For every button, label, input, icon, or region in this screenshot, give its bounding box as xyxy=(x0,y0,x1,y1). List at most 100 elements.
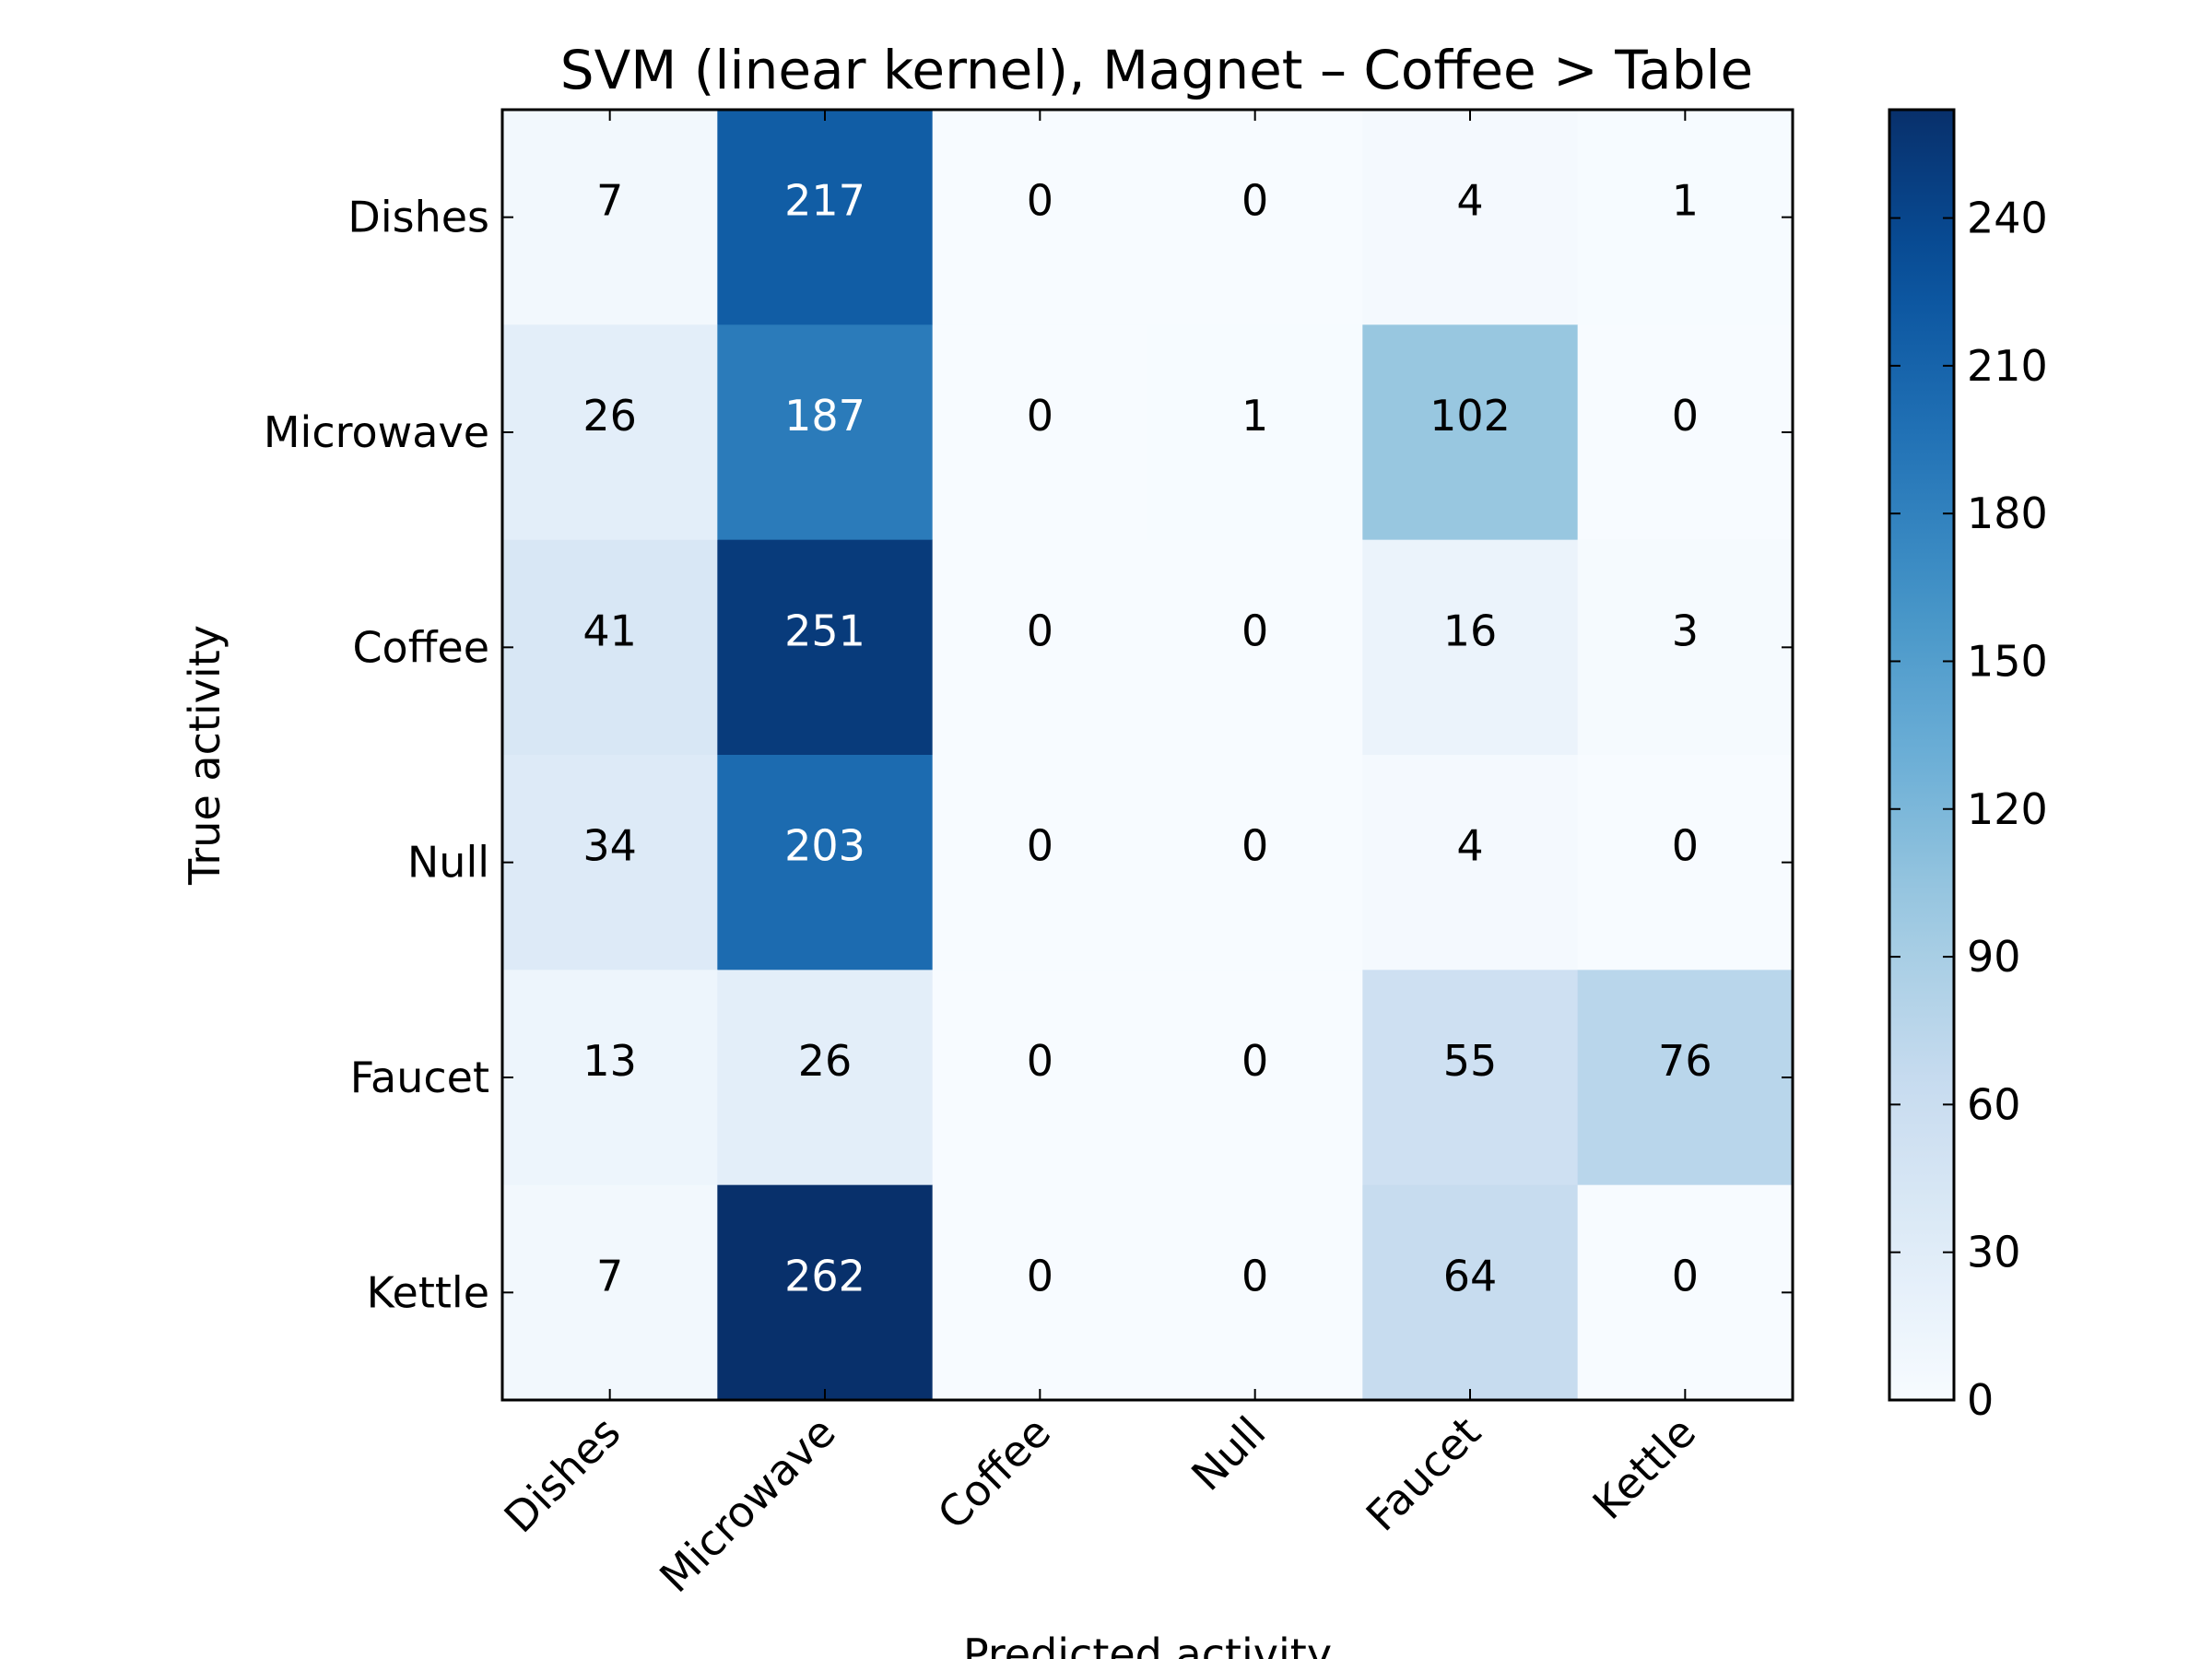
cell-value-label: 16 xyxy=(1443,606,1498,655)
cell-value-label: 0 xyxy=(1027,821,1053,871)
cell-value-label: 55 xyxy=(1443,1036,1498,1086)
heatmap-cell xyxy=(717,324,934,541)
cell-value-label: 1 xyxy=(1241,391,1268,441)
heatmap-cell xyxy=(932,110,1148,325)
colorbar-tick-label: 30 xyxy=(1967,1228,2021,1277)
cell-value-label: 76 xyxy=(1658,1036,1712,1086)
y-tick-label: Microwave xyxy=(264,407,489,457)
colorbar-tick-label: 120 xyxy=(1967,784,2048,834)
cell-value-label: 26 xyxy=(582,391,637,441)
cell-value-label: 0 xyxy=(1027,1251,1053,1300)
x-tick-label: Null xyxy=(1182,1407,1275,1500)
heatmap-cell xyxy=(1577,1184,1794,1401)
cell-value-labels: 7 217 0 0 4 126 187 0 1 102 041 251 0 0 16 334 203 0 0 4 013… xyxy=(582,176,1712,1301)
heatmap-cell xyxy=(502,539,718,756)
colorbar-tick-label: 0 xyxy=(1967,1375,1994,1425)
y-tick-labels: Dishes Microwave Coffee Null Faucet Kettle xyxy=(264,193,489,1318)
colorbar-tick-label: 210 xyxy=(1967,341,2048,391)
cell-value-label: 34 xyxy=(582,821,637,871)
colorbar-tick-label: 180 xyxy=(1967,488,2048,538)
colorbar-tick-label: 90 xyxy=(1967,932,2021,982)
heatmap-cell xyxy=(1577,970,1794,1186)
y-tick-label: Null xyxy=(407,838,489,888)
cell-value-label: 251 xyxy=(784,606,865,655)
heatmap-cell xyxy=(932,755,1148,971)
colorbar-tick-label: 150 xyxy=(1967,636,2048,686)
x-tick-label: Coffee xyxy=(928,1407,1060,1539)
heatmap-cell xyxy=(1362,539,1579,756)
cell-value-label: 0 xyxy=(1241,1036,1268,1086)
cell-value-label: 187 xyxy=(784,391,865,441)
chart-title: SVM (linear kernel), Magnet – Coffee > T… xyxy=(560,39,1753,101)
cell-value-label: 26 xyxy=(798,1036,853,1086)
heatmap-cell xyxy=(932,539,1148,756)
heatmap-cell xyxy=(717,110,934,325)
axis-ticks xyxy=(502,110,1793,1400)
cell-value-label: 0 xyxy=(1672,391,1699,441)
heatmap-cell xyxy=(1577,324,1794,541)
heatmap-cell xyxy=(502,110,718,325)
x-tick-label: Microwave xyxy=(650,1407,845,1603)
colorbar-tick-label: 240 xyxy=(1967,194,2048,243)
x-tick-labels: Dishes Microwave Coffee Null Faucet Kettle xyxy=(495,1407,1705,1603)
colorbar xyxy=(1888,108,1956,1402)
cell-value-label: 217 xyxy=(784,176,865,226)
heatmap-cell xyxy=(717,539,934,756)
heatmap-cells xyxy=(502,110,1794,1401)
cell-value-label: 3 xyxy=(1672,606,1699,655)
heatmap-cell xyxy=(932,1184,1148,1401)
y-tick-label: Kettle xyxy=(367,1267,489,1317)
heatmap-cell xyxy=(1147,970,1363,1186)
heatmap-cell xyxy=(1147,110,1363,325)
y-tick-label: Coffee xyxy=(352,622,489,672)
cell-value-label: 0 xyxy=(1027,391,1053,441)
heatmap-cell xyxy=(932,324,1148,541)
cell-value-label: 0 xyxy=(1672,821,1699,871)
colorbar-ticks: 0 30 60 90 120 150 180 210 240 xyxy=(1889,194,2048,1425)
cell-value-label: 64 xyxy=(1443,1251,1498,1300)
cell-value-label: 0 xyxy=(1027,176,1053,226)
y-axis-label: True activity xyxy=(180,625,229,886)
x-tick-label: Faucet xyxy=(1357,1407,1490,1541)
cell-value-label: 0 xyxy=(1027,1036,1053,1086)
x-axis-label: Predicted activity xyxy=(963,1630,1332,1659)
cell-value-label: 13 xyxy=(582,1036,637,1086)
heatmap-cell xyxy=(717,970,934,1186)
heatmap-cell xyxy=(717,755,934,971)
x-tick-label: Dishes xyxy=(495,1407,630,1543)
heatmap-cell xyxy=(1577,755,1794,971)
heatmap-cell xyxy=(1147,755,1363,971)
cell-value-label: 203 xyxy=(784,821,865,871)
cell-value-label: 1 xyxy=(1672,176,1699,226)
cell-value-label: 262 xyxy=(784,1251,865,1300)
x-tick-label: Kettle xyxy=(1583,1407,1705,1529)
heatmap-cell xyxy=(1362,1184,1579,1401)
cell-value-label: 41 xyxy=(582,606,637,655)
heatmap-cell xyxy=(1147,539,1363,756)
y-tick-label: Dishes xyxy=(347,193,489,242)
cell-value-label: 0 xyxy=(1672,1251,1699,1300)
heatmap-cell xyxy=(502,755,718,971)
heatmap-cell xyxy=(1362,970,1579,1186)
cell-value-label: 7 xyxy=(596,1251,623,1300)
cell-value-label: 0 xyxy=(1241,176,1268,226)
cell-value-label: 4 xyxy=(1456,821,1483,871)
plot-frame xyxy=(500,108,1794,1402)
cell-value-label: 7 xyxy=(596,176,623,226)
cell-value-label: 0 xyxy=(1241,821,1268,871)
y-tick-label: Faucet xyxy=(350,1053,489,1102)
cell-value-label: 0 xyxy=(1241,606,1268,655)
heatmap-cell xyxy=(1147,324,1363,541)
heatmap-cell xyxy=(1147,1184,1363,1401)
cell-value-label: 0 xyxy=(1027,606,1053,655)
heatmap-cell xyxy=(502,324,718,541)
heatmap-cell xyxy=(1577,110,1794,325)
heatmap-cell xyxy=(932,970,1148,1186)
heatmap-cell xyxy=(717,1184,934,1401)
heatmap-cell xyxy=(1577,539,1794,756)
heatmap-cell xyxy=(1362,755,1579,971)
heatmap-cell xyxy=(1362,324,1579,541)
cell-value-label: 102 xyxy=(1430,391,1511,441)
heatmap-cell xyxy=(1362,110,1579,325)
